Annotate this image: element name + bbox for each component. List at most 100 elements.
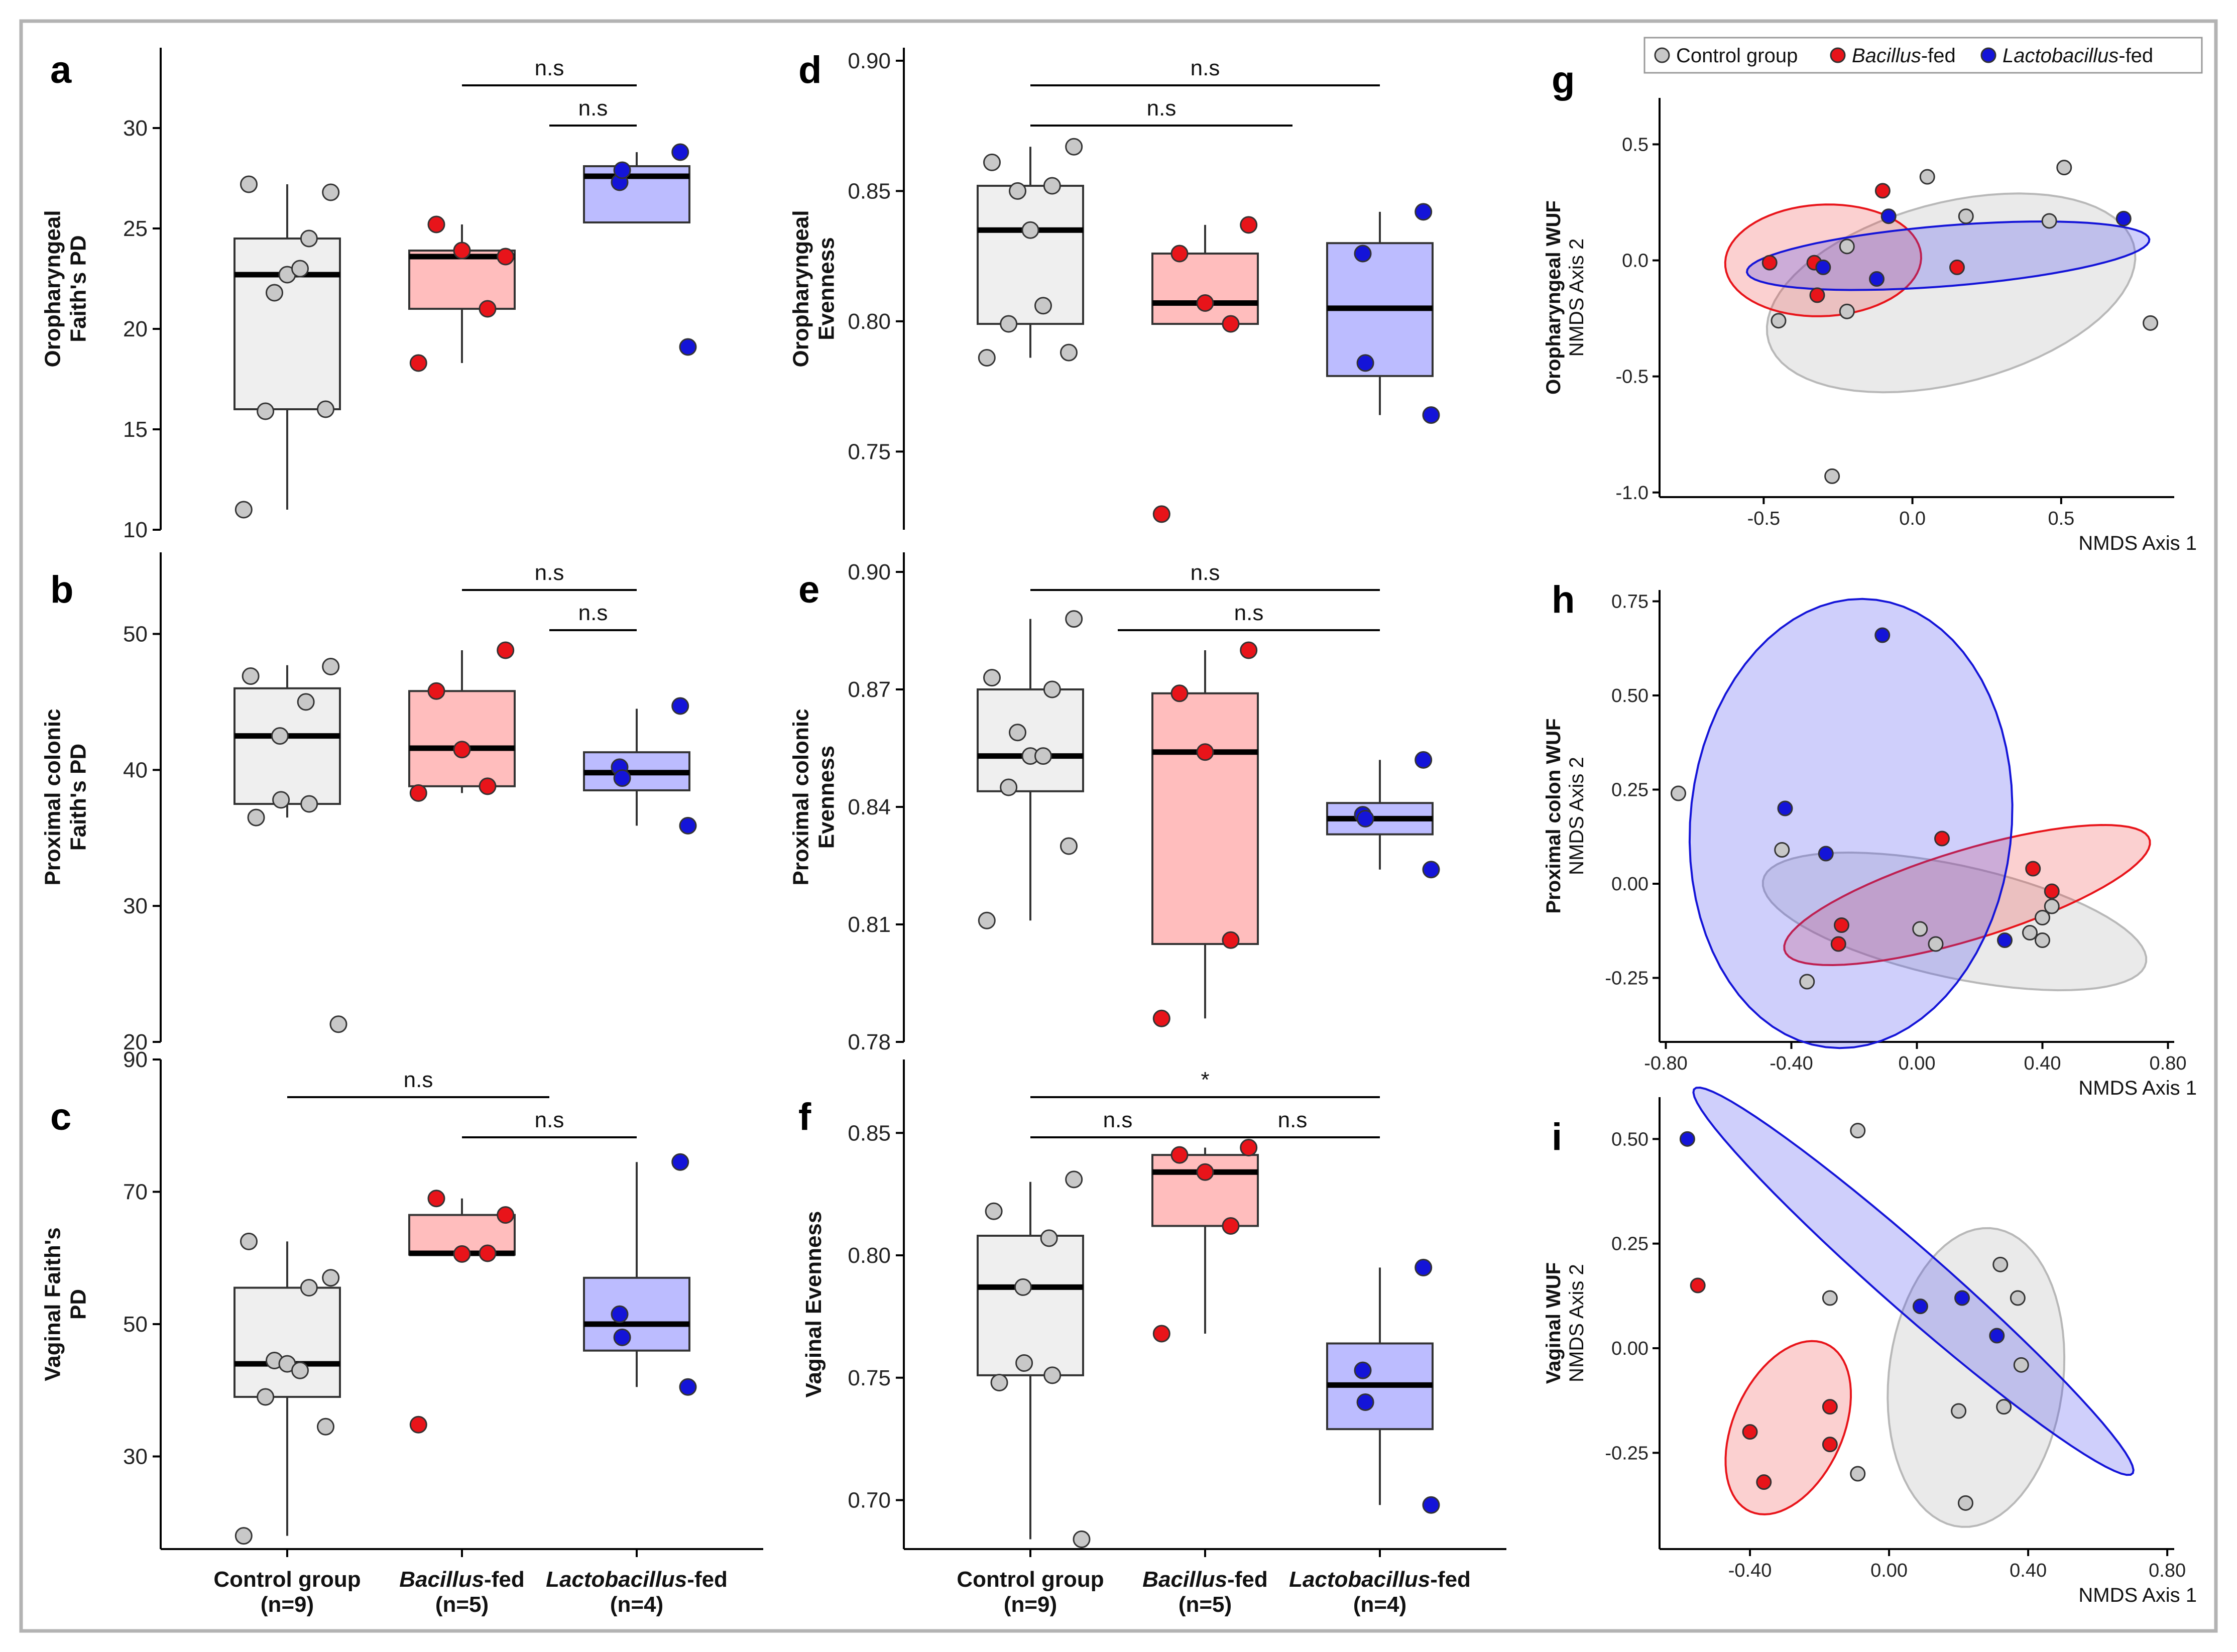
- data-point-h-0: [2035, 910, 2050, 925]
- data-point-b-0: [300, 795, 318, 813]
- significance-label-a: n.s: [535, 56, 564, 80]
- data-point-a-0: [322, 183, 340, 201]
- data-point-b-0: [272, 791, 290, 809]
- data-point-a-0: [266, 284, 283, 302]
- data-point-h-1: [1834, 917, 1849, 933]
- x-group-label: Bacillus-fed: [1142, 1567, 1267, 1592]
- legend: Control group Bacillus-fed Lactobacillus-f…: [1643, 37, 2203, 74]
- y-axis-label-e: Proximal colonic Evenness: [789, 709, 839, 885]
- data-point-e-0: [983, 669, 1001, 687]
- data-point-e-0: [1009, 724, 1026, 742]
- legend-label-suffix: -fed: [2118, 45, 2153, 67]
- data-point-f-0: [990, 1374, 1008, 1391]
- legend-label-italic: Lactobacillus: [2003, 45, 2118, 67]
- y-axis-label-g: Oropharyngeal WUF NMDS Axis 2: [1543, 200, 1588, 395]
- data-point-g-0: [1919, 169, 1935, 185]
- data-point-h-2: [1777, 800, 1793, 816]
- data-point-d-0: [1065, 138, 1083, 156]
- x-tick-label-h: -0.40: [1770, 1053, 1813, 1074]
- box-b-1: [408, 690, 516, 787]
- data-point-c-2: [671, 1153, 689, 1171]
- data-point-c-2: [611, 1305, 629, 1323]
- y-tick-label-e: 0.90: [848, 560, 891, 584]
- y-tick-label-e: 0.84: [848, 795, 891, 819]
- significance-label-b: n.s: [578, 601, 608, 625]
- y-tick-label-h: 0.50: [1611, 685, 1649, 706]
- data-point-e-1: [1152, 1009, 1170, 1027]
- x-tick-label-i: -0.40: [1728, 1560, 1772, 1581]
- confidence-ellipse-h-2: [1688, 598, 2014, 1049]
- legend-label-suffix: -fed: [1921, 45, 1956, 67]
- data-point-g-0: [1839, 303, 1855, 319]
- box-b-0: [233, 687, 341, 805]
- data-point-b-0: [247, 808, 265, 827]
- y-tick-label-g: 0.5: [1622, 134, 1649, 155]
- significance-label-c: n.s: [535, 1108, 564, 1132]
- box-c-2: [583, 1276, 690, 1352]
- data-point-d-0: [1043, 177, 1061, 195]
- x-group-label-suffix: -fed: [1227, 1567, 1268, 1592]
- x-tick-label-i: 0.80: [2149, 1560, 2186, 1581]
- x-group-label-italic: Bacillus: [399, 1567, 484, 1592]
- y-tick-label-g: 0.0: [1622, 251, 1649, 272]
- data-point-c-0: [240, 1232, 258, 1250]
- data-point-a-0: [291, 260, 309, 278]
- x-group-label: Bacillus-fed: [399, 1567, 524, 1592]
- x-group-label: Control group: [213, 1567, 361, 1592]
- data-point-g-0: [2143, 315, 2159, 331]
- data-point-i-1: [1756, 1474, 1772, 1490]
- y-tick-label-c: 90: [123, 1047, 148, 1072]
- box-a-1: [408, 250, 516, 310]
- y-axis-label-line-i: NMDS Axis 2: [1566, 1264, 1588, 1382]
- data-point-d-2: [1422, 406, 1440, 424]
- x-tick-label-i: 0.00: [1870, 1560, 1908, 1581]
- data-point-e-0: [1000, 778, 1018, 796]
- data-point-i-0: [2010, 1290, 2026, 1306]
- legend-marker-0: [1654, 47, 1670, 63]
- legend-box: [1643, 37, 2203, 74]
- data-point-i-1: [1690, 1277, 1706, 1293]
- y-axis-label-line-a: Faith's PD: [66, 235, 90, 342]
- data-point-e-2: [1415, 751, 1433, 769]
- data-point-i-0: [1992, 1256, 2009, 1272]
- y-axis-label-d: Oropharyngeal Evenness: [789, 210, 839, 368]
- data-point-e-1: [1222, 931, 1240, 949]
- data-point-g-1: [1809, 287, 1825, 303]
- data-point-f-0: [1040, 1229, 1058, 1247]
- y-tick-label-d: 0.90: [848, 49, 891, 73]
- data-point-g-0: [1824, 468, 1840, 484]
- y-tick-label-f: 0.85: [848, 1121, 891, 1145]
- x-group-label-italic: Bacillus: [1142, 1567, 1227, 1592]
- box-a-0: [233, 238, 341, 410]
- data-point-d-1: [1222, 315, 1240, 333]
- data-point-i-1: [1742, 1424, 1758, 1440]
- y-axis-label-line-d: Oropharyngeal: [789, 210, 813, 368]
- data-point-c-1: [497, 1206, 515, 1224]
- y-axis-label-line-i: Vaginal WUF: [1543, 1262, 1565, 1384]
- y-tick-label-e: 0.87: [848, 677, 891, 702]
- data-point-a-1: [479, 300, 497, 318]
- panel-letter-e: e: [798, 568, 819, 611]
- significance-label-f: *: [1201, 1068, 1209, 1092]
- y-axis-label-f: Vaginal Evenness: [801, 1211, 826, 1398]
- y-axis-label-line-c: Vaginal Faith's: [41, 1227, 65, 1381]
- y-axis-label-h: Proximal colon WUF NMDS Axis 2: [1543, 719, 1588, 914]
- data-point-h-1: [1934, 831, 1950, 847]
- data-point-a-1: [409, 354, 427, 372]
- significance-label-b: n.s: [535, 560, 564, 585]
- data-point-b-1: [453, 741, 471, 759]
- panel-letter-d: d: [798, 49, 821, 91]
- y-tick-label-h: -0.25: [1605, 968, 1649, 989]
- significance-label-e: n.s: [1191, 560, 1220, 585]
- legend-label-italic: Bacillus: [1852, 45, 1921, 67]
- data-point-g-0: [2041, 213, 2057, 229]
- data-point-i-0: [2013, 1357, 2029, 1373]
- y-axis-label-a: Oropharyngeal Faith's PD: [41, 210, 91, 368]
- y-axis-label-c: Vaginal Faith's PD: [41, 1227, 91, 1381]
- y-axis-label-line-a: Oropharyngeal: [41, 210, 65, 368]
- confidence-ellipse-i-2: [1692, 1086, 2135, 1476]
- box-e-1: [1151, 692, 1259, 946]
- data-point-c-1: [453, 1245, 471, 1263]
- data-point-f-0: [985, 1202, 1003, 1220]
- y-tick-label-a: 10: [123, 518, 148, 542]
